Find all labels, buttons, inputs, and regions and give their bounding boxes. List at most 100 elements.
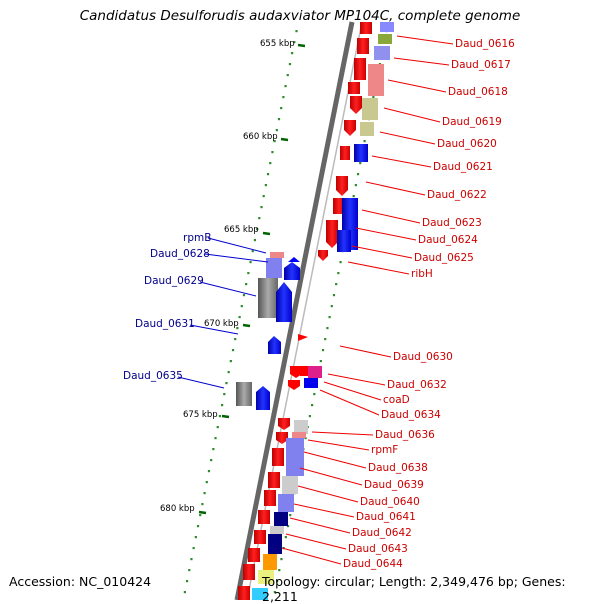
gene-label[interactable]: Daud_0632 <box>387 379 447 391</box>
tick-dot <box>288 63 292 66</box>
tick-dot <box>286 525 290 528</box>
gene-label[interactable]: Daud_0622 <box>427 189 487 201</box>
ruler-label: 680 kbp <box>160 504 195 514</box>
gene-label[interactable]: Daud_0616 <box>455 38 515 50</box>
tick-dot <box>249 261 252 264</box>
leader-line <box>199 281 257 297</box>
leader-line <box>347 261 410 275</box>
tick-dot <box>275 580 279 583</box>
tick-dot <box>271 151 274 154</box>
gene-label[interactable]: Daud_0639 <box>364 479 424 491</box>
gene-label[interactable]: Daud_0644 <box>343 558 403 570</box>
gene-label[interactable]: Daud_0635 <box>123 370 183 382</box>
tick-dot <box>203 492 206 495</box>
tick-dot <box>196 525 200 528</box>
leader-line <box>293 503 355 518</box>
leader-line <box>327 373 386 386</box>
gene-label[interactable]: Daud_0634 <box>381 409 441 421</box>
tick-dot <box>273 591 276 594</box>
leader-line <box>204 253 269 263</box>
tick-dot <box>277 118 281 121</box>
gene-label[interactable]: ribH <box>411 268 433 280</box>
leader-line <box>289 517 351 534</box>
tick-dot <box>220 404 224 407</box>
gene-label[interactable]: Daud_0629 <box>144 275 204 287</box>
tick-dot <box>183 591 186 594</box>
tick-dot <box>295 30 298 33</box>
forward-gene-labels: rpmB Daud_0628 Daud_0629 Daud_0631 Daud_… <box>123 232 211 382</box>
tick-dot <box>330 305 333 308</box>
tick-dot <box>194 536 197 539</box>
leader-line <box>303 451 367 469</box>
tick-dot <box>278 569 281 572</box>
gene-label[interactable]: coaD <box>383 394 410 406</box>
tick-dot <box>319 360 322 363</box>
tick-dot <box>332 294 336 297</box>
tick-dot <box>308 415 312 418</box>
tick-dot <box>229 360 232 363</box>
gene-label[interactable]: Daud_0642 <box>352 527 412 539</box>
label-leaders <box>177 35 454 565</box>
tick-dot <box>284 536 287 539</box>
leader-line <box>361 209 421 224</box>
tick-dot <box>199 514 202 517</box>
ruler-label: 670 kbp <box>204 319 239 329</box>
gene-label[interactable]: Daud_0621 <box>433 161 493 173</box>
tick-dot <box>335 283 338 286</box>
tick-dot <box>339 261 342 264</box>
tick-dot <box>372 96 375 99</box>
tick-dot <box>359 162 362 165</box>
ruler: 655 kbp 660 kbp 665 kbp 670 kbp 675 kbp … <box>160 39 306 515</box>
tick-dot <box>286 74 289 77</box>
reverse-gene-labels: Daud_0616 Daud_0617 Daud_0618 Daud_0619 … <box>343 38 515 570</box>
leader-line <box>319 389 380 416</box>
gene-label[interactable]: Daud_0636 <box>375 429 435 441</box>
genome-backbone <box>234 21 363 600</box>
tick-dot <box>289 514 292 517</box>
gene-label[interactable]: Daud_0620 <box>437 138 497 150</box>
gene-label[interactable]: Daud_0638 <box>368 462 428 474</box>
leader-line <box>177 376 225 389</box>
tick-dot <box>214 437 217 440</box>
leader-line <box>323 381 382 401</box>
tick-dot <box>236 327 239 330</box>
gene-label[interactable]: Daud_0618 <box>448 86 508 98</box>
gene-label[interactable]: Daud_0643 <box>348 543 408 555</box>
accession-text: Accession: NC_010424 <box>9 574 152 589</box>
gene-label[interactable]: Daud_0623 <box>422 217 482 229</box>
leader-line <box>311 431 374 436</box>
tick-dot <box>225 382 228 385</box>
tick-dot <box>280 558 283 561</box>
gene-label[interactable]: Daud_0628 <box>150 248 210 260</box>
tick-dot <box>282 96 285 99</box>
tick-dot <box>321 349 325 352</box>
gene-label[interactable]: Daud_0625 <box>414 252 474 264</box>
gene-label[interactable]: rpmB <box>183 232 211 244</box>
tick-dot <box>234 338 237 341</box>
gene-label[interactable]: Daud_0617 <box>451 59 511 71</box>
gene-feature <box>337 22 394 252</box>
tick-dot <box>284 85 287 88</box>
tick-dot <box>275 129 278 132</box>
gene-label[interactable]: Daud_0624 <box>418 234 478 246</box>
leader-line <box>387 79 447 93</box>
gene-label[interactable]: rpmF <box>371 444 398 456</box>
gene-label[interactable]: Daud_0640 <box>360 496 420 508</box>
leader-line <box>351 245 413 259</box>
tick-dot <box>324 338 327 341</box>
gene-label[interactable]: Daud_0630 <box>393 351 453 363</box>
tick-dot <box>293 41 296 44</box>
leader-line <box>396 35 454 45</box>
tick-dot <box>240 305 243 308</box>
gene-label[interactable]: Daud_0619 <box>442 116 502 128</box>
gene-label[interactable]: Daud_0641 <box>356 511 416 523</box>
forward-genes <box>236 252 300 410</box>
tick-dot <box>251 250 254 253</box>
leader-line <box>285 533 347 550</box>
tick-dot <box>216 426 219 429</box>
gene-label[interactable]: Daud_0631 <box>135 318 195 330</box>
leader-line <box>339 345 392 358</box>
leader-line <box>371 155 432 168</box>
leader-line <box>355 227 417 241</box>
